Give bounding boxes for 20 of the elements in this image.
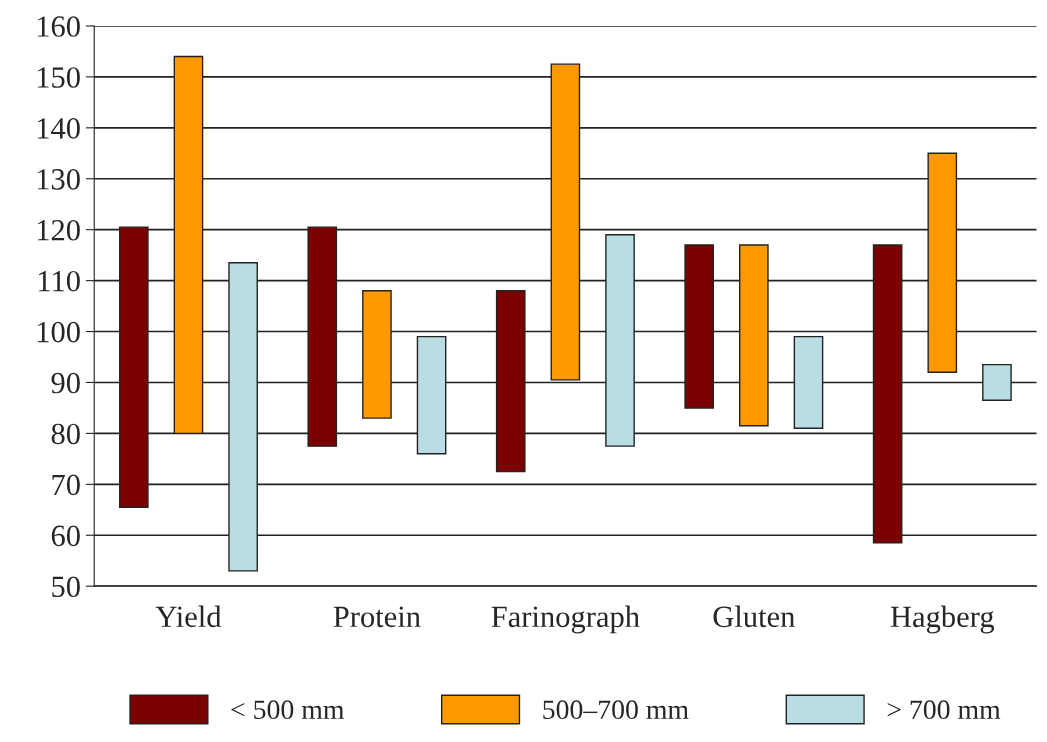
y-tick-label: 60 — [51, 525, 80, 547]
y-tick-label: 120 — [37, 219, 80, 241]
y-tick-label: 160 — [37, 16, 80, 37]
y-tick-label: 90 — [51, 372, 80, 394]
y-tick-label: 100 — [37, 321, 80, 343]
y-tick-label: 130 — [37, 169, 80, 190]
x-tick-label: Farinograph — [491, 605, 640, 634]
y-tick-label: 70 — [52, 474, 80, 496]
y-tick-label: 80 — [51, 423, 80, 445]
legend-label: 500–700 mm — [543, 700, 689, 720]
y-tick-label: 110 — [39, 270, 80, 292]
x-tick-label: Protein — [333, 606, 421, 628]
y-tick-label: 150 — [37, 67, 80, 88]
x-tick-label: Gluten — [713, 605, 795, 628]
x-tick-label: Yield — [155, 605, 222, 628]
legend-label: > 700 mm — [887, 700, 1001, 720]
y-tick-label: 140 — [37, 118, 80, 139]
legend-label: < 500 mm — [231, 700, 345, 720]
x-tick-label: Hagberg — [890, 605, 995, 634]
y-tick-label: 50 — [52, 576, 80, 598]
